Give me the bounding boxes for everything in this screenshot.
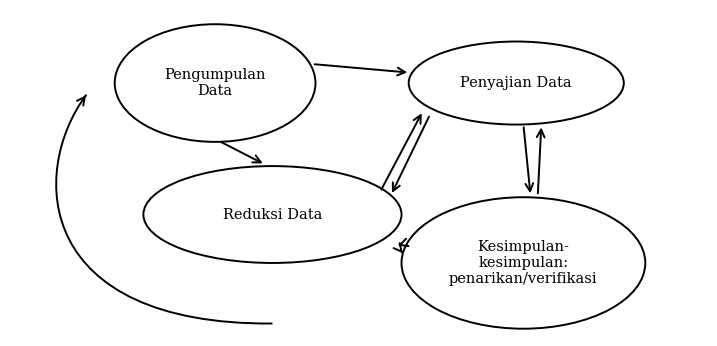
Text: Kesimpulan-
kesimpulan:
penarikan/verifikasi: Kesimpulan- kesimpulan: penarikan/verifi… [449,240,598,286]
Text: Pengumpulan
Data: Pengumpulan Data [164,68,266,98]
Text: Reduksi Data: Reduksi Data [223,208,322,221]
Text: Penyajian Data: Penyajian Data [460,76,572,90]
